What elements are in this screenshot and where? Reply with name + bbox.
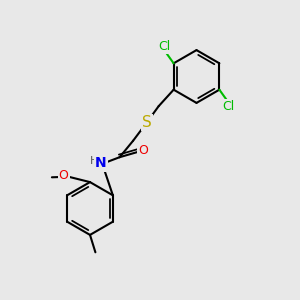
- Text: Cl: Cl: [222, 100, 235, 113]
- Text: H: H: [90, 156, 98, 167]
- Text: O: O: [59, 169, 68, 182]
- Text: Cl: Cl: [158, 40, 171, 53]
- Text: N: N: [95, 157, 106, 170]
- Text: O: O: [138, 144, 148, 157]
- Text: S: S: [142, 115, 152, 130]
